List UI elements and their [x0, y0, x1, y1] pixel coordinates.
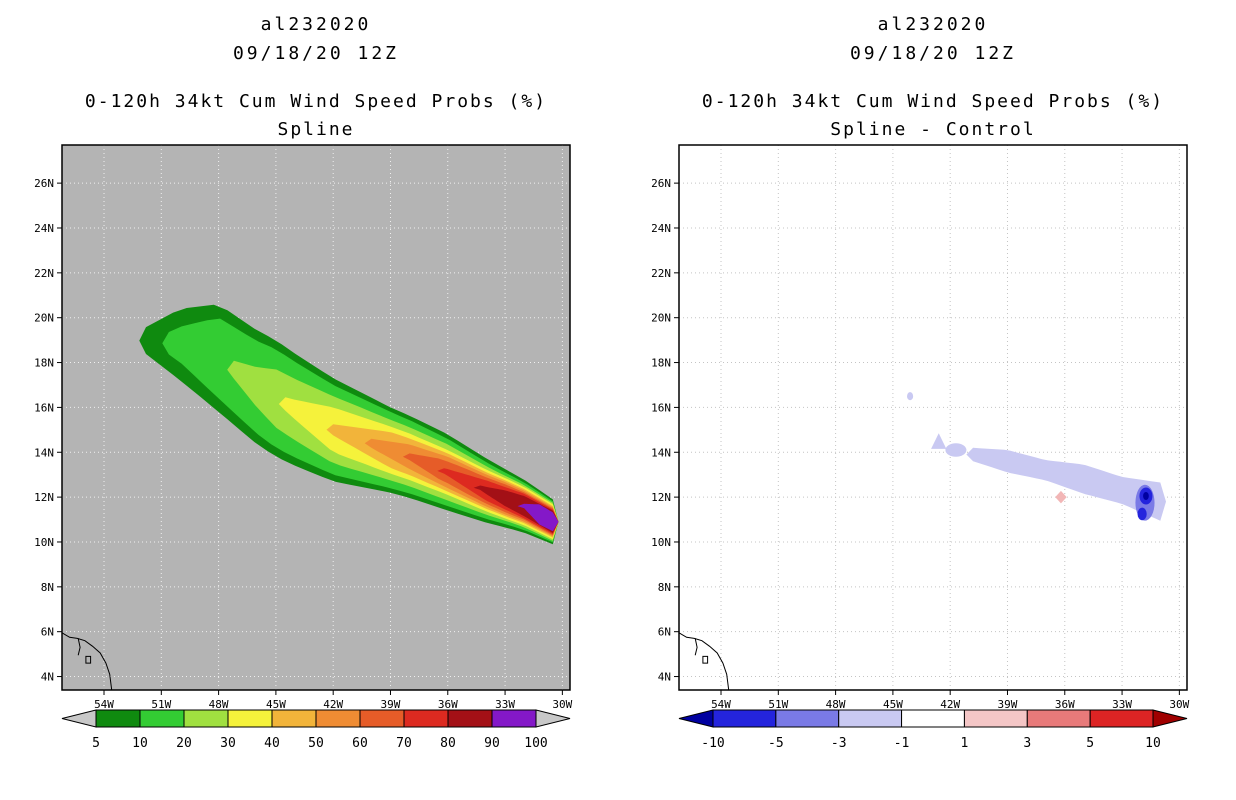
svg-text:24N: 24N: [34, 222, 54, 235]
svg-text:22N: 22N: [651, 267, 671, 280]
svg-text:5: 5: [1086, 736, 1094, 750]
left-panel-header: al232020 09/18/20 12Z: [62, 10, 570, 68]
svg-text:24N: 24N: [651, 222, 671, 235]
right-panel-header: al232020 09/18/20 12Z: [679, 10, 1187, 68]
svg-text:4N: 4N: [41, 671, 54, 684]
svg-text:-5: -5: [768, 736, 784, 750]
svg-text:16N: 16N: [34, 401, 54, 414]
left-panel-subtitle: 0-120h 34kt Cum Wind Speed Probs (%) Spl…: [40, 88, 592, 144]
svg-text:5: 5: [92, 736, 100, 750]
svg-text:14N: 14N: [651, 446, 671, 459]
svg-text:30W: 30W: [552, 698, 572, 711]
svg-text:60: 60: [352, 736, 368, 750]
probability-colorbar: 5 10 20 30 40 50 60 70 80 90 100: [61, 709, 571, 750]
svg-text:42W: 42W: [323, 698, 343, 711]
svg-text:14N: 14N: [34, 446, 54, 459]
svg-text:10: 10: [132, 736, 148, 750]
svg-text:-3: -3: [831, 736, 847, 750]
probability-map: 54W 51W 48W 45W 42W 39W 36W 33W 30W 4N 6N 8N 10N 12N 1…: [34, 144, 573, 711]
svg-text:80: 80: [440, 736, 456, 750]
svg-text:20N: 20N: [651, 312, 671, 325]
svg-text:3: 3: [1023, 736, 1031, 750]
svg-text:100: 100: [524, 736, 547, 750]
init-datetime: 09/18/20 12Z: [849, 43, 1017, 64]
svg-text:20N: 20N: [34, 312, 54, 325]
svg-text:26N: 26N: [651, 177, 671, 190]
svg-text:70: 70: [396, 736, 412, 750]
storm-id: al232020: [877, 14, 989, 35]
svg-text:40: 40: [264, 736, 280, 750]
difference-colorbar: -10 -5 -3 -1 1 3 5 10: [678, 709, 1188, 750]
svg-text:8N: 8N: [658, 581, 671, 594]
svg-text:1: 1: [961, 736, 969, 750]
svg-text:6N: 6N: [658, 626, 671, 639]
svg-text:18N: 18N: [651, 357, 671, 370]
svg-text:20: 20: [176, 736, 192, 750]
svg-text:54W: 54W: [94, 698, 114, 711]
svg-text:33W: 33W: [1112, 698, 1132, 711]
svg-text:18N: 18N: [34, 357, 54, 370]
svg-text:33W: 33W: [495, 698, 515, 711]
init-datetime: 09/18/20 12Z: [232, 43, 400, 64]
svg-text:50: 50: [308, 736, 324, 750]
svg-text:36W: 36W: [1055, 698, 1075, 711]
svg-text:10: 10: [1145, 736, 1161, 750]
svg-text:45W: 45W: [266, 698, 286, 711]
svg-text:10N: 10N: [651, 536, 671, 549]
svg-text:48W: 48W: [826, 698, 846, 711]
svg-text:42W: 42W: [940, 698, 960, 711]
chart-variant: Spline - Control: [830, 119, 1036, 140]
svg-text:90: 90: [484, 736, 500, 750]
svg-text:-1: -1: [894, 736, 910, 750]
svg-text:51W: 51W: [151, 698, 171, 711]
chart-variant: Spline: [277, 119, 355, 140]
svg-text:48W: 48W: [209, 698, 229, 711]
chart-title: 0-120h 34kt Cum Wind Speed Probs (%): [84, 91, 548, 112]
svg-text:39W: 39W: [381, 698, 401, 711]
svg-text:10N: 10N: [34, 536, 54, 549]
svg-text:16N: 16N: [651, 401, 671, 414]
svg-text:45W: 45W: [883, 698, 903, 711]
svg-text:39W: 39W: [998, 698, 1018, 711]
svg-text:8N: 8N: [41, 581, 54, 594]
svg-text:36W: 36W: [438, 698, 458, 711]
svg-text:22N: 22N: [34, 267, 54, 280]
svg-text:12N: 12N: [651, 491, 671, 504]
svg-text:6N: 6N: [41, 626, 54, 639]
svg-text:30W: 30W: [1169, 698, 1189, 711]
svg-text:51W: 51W: [768, 698, 788, 711]
svg-text:54W: 54W: [711, 698, 731, 711]
svg-text:26N: 26N: [34, 177, 54, 190]
svg-text:12N: 12N: [34, 491, 54, 504]
svg-text:4N: 4N: [658, 671, 671, 684]
storm-id: al232020: [260, 14, 372, 35]
difference-map: 54W 51W 48W 45W 42W 39W 36W 33W 30W 4N 6N 8N 10N 12N 1…: [651, 144, 1190, 711]
right-panel-subtitle: 0-120h 34kt Cum Wind Speed Probs (%) Spl…: [657, 88, 1209, 144]
chart-title: 0-120h 34kt Cum Wind Speed Probs (%): [701, 91, 1165, 112]
svg-text:30: 30: [220, 736, 236, 750]
svg-text:-10: -10: [701, 736, 724, 750]
